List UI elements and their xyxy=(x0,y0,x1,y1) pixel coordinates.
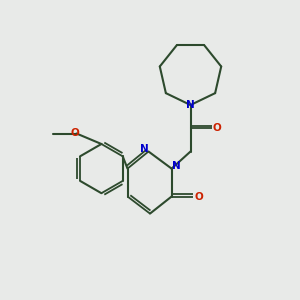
Text: N: N xyxy=(172,161,181,171)
Text: N: N xyxy=(186,100,195,110)
Text: O: O xyxy=(212,123,221,134)
Text: O: O xyxy=(70,128,80,139)
Text: O: O xyxy=(195,191,204,202)
Text: N: N xyxy=(140,144,148,154)
